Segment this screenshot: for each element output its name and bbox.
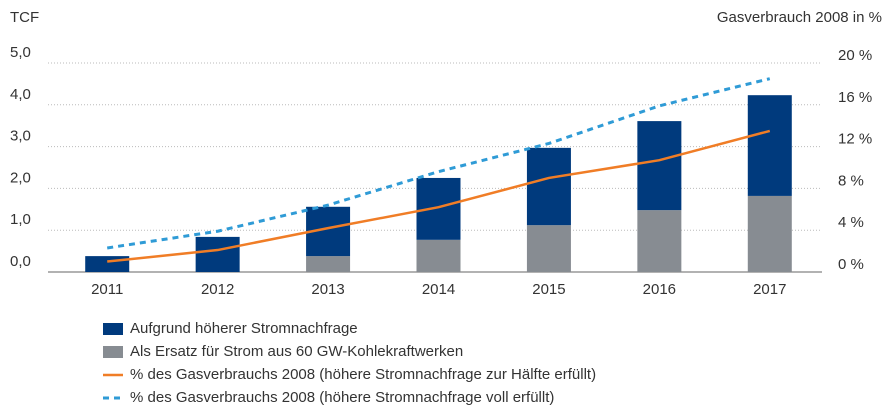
x-tick-label: 2013 (311, 281, 344, 298)
x-tick-label: 2012 (201, 281, 234, 298)
legend-swatch (103, 346, 123, 358)
y-axis-title: TCF (10, 9, 39, 26)
y-tick-label: 0,0 (10, 253, 31, 270)
legend-label: % des Gasverbrauchs 2008 (höhere Stromna… (130, 389, 554, 406)
bar (306, 256, 351, 272)
y2-axis-title: Gasverbrauch 2008 in % (717, 9, 882, 26)
legend-swatch (103, 323, 123, 335)
bar (637, 210, 682, 272)
x-tick-label: 2015 (532, 281, 565, 298)
y2-tick-label: 20 % (838, 47, 872, 64)
line (107, 129, 771, 263)
bar (747, 195, 792, 272)
y-tick-label: 5,0 (10, 44, 31, 61)
bar (526, 225, 571, 272)
y2-tick-label: 16 % (838, 89, 872, 106)
legend-label: Aufgrund höherer Stromnachfrage (130, 320, 358, 337)
y2-tick-label: 12 % (838, 131, 872, 148)
y2-tick-label: 8 % (838, 172, 864, 189)
bar (195, 236, 240, 272)
y-tick-label: 4,0 (10, 86, 31, 103)
x-tick-label: 2014 (422, 281, 455, 298)
x-tick-label: 2017 (753, 281, 786, 298)
bar (526, 147, 571, 226)
x-tick-label: 2016 (643, 281, 676, 298)
y-tick-label: 3,0 (10, 128, 31, 145)
x-tick-label: 2011 (91, 281, 123, 298)
y-tick-label: 1,0 (10, 211, 31, 228)
bar (416, 239, 461, 272)
y2-tick-label: 4 % (838, 214, 864, 231)
bar (747, 95, 792, 196)
legend-label: % des Gasverbrauchs 2008 (höhere Stromna… (130, 366, 596, 383)
y2-tick-label: 0 % (838, 256, 864, 273)
line (106, 77, 771, 250)
bar (85, 256, 130, 272)
bar (637, 121, 682, 211)
legend-label: Als Ersatz für Strom aus 60 GW-Kohlekraf… (130, 343, 463, 360)
y-tick-label: 2,0 (10, 169, 31, 186)
